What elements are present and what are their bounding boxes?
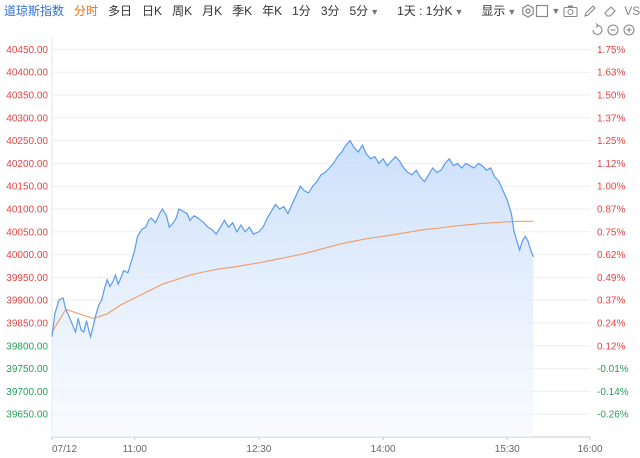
y-tick-label: 40400.00 xyxy=(6,68,48,79)
tab-yearly-k[interactable]: 年K xyxy=(262,4,283,18)
percent-tick-label: 1.75% xyxy=(597,45,625,56)
undo-arrow xyxy=(595,23,599,28)
square-icon[interactable] xyxy=(535,0,549,22)
undo-icon[interactable] xyxy=(592,23,603,36)
percent-tick-label: 0.24% xyxy=(597,319,625,330)
chevron-down-icon: ▼ xyxy=(507,6,517,17)
y-tick-label: 39750.00 xyxy=(6,364,48,375)
percent-tick-label: 1.50% xyxy=(597,91,625,102)
y-tick-label: 40350.00 xyxy=(6,91,48,102)
y-tick-label: 40150.00 xyxy=(6,182,48,193)
tab-intraday[interactable]: 分时 xyxy=(74,4,99,18)
percent-tick-label: 0.49% xyxy=(597,273,625,284)
tab-quarterly-k[interactable]: 季K xyxy=(232,4,253,18)
y-tick-label: 40000.00 xyxy=(6,250,48,261)
y-tick-label: 40050.00 xyxy=(6,227,48,238)
average-price-line xyxy=(51,220,534,333)
percent-tick-label: -0.14% xyxy=(597,387,629,398)
chevron-down-icon: ▼ xyxy=(370,6,380,17)
percent-tick-label: 0.37% xyxy=(597,296,625,307)
percent-tick-label: 0.87% xyxy=(597,205,625,216)
zoom-in-circle xyxy=(623,24,635,36)
percent-tick-label: 1.12% xyxy=(597,159,625,170)
x-tick-label: 07/12 xyxy=(52,444,77,455)
undo-arc xyxy=(592,24,603,36)
toolbar-right-group: VS xyxy=(560,0,640,22)
y-tick-label: 40450.00 xyxy=(6,45,48,56)
tab-weekly-k[interactable]: 周K xyxy=(172,4,193,18)
zoom-in-icon[interactable] xyxy=(623,24,635,36)
eraser-icon[interactable] xyxy=(600,0,620,22)
tab-daily-k[interactable]: 日K xyxy=(142,4,163,18)
percent-tick-label: 0.12% xyxy=(597,341,625,352)
index-title[interactable]: 道琼斯指数 xyxy=(4,4,65,18)
y-tick-label: 39650.00 xyxy=(6,410,48,421)
x-axis: 07/12 11:00 12:30 14:00 15:30 16:00 xyxy=(51,437,603,455)
price-area-fill xyxy=(52,140,534,437)
x-tick-label: 11:00 xyxy=(123,444,148,455)
x-tick-label: 16:00 xyxy=(577,444,602,455)
y-tick-label: 40100.00 xyxy=(6,205,48,216)
percent-tick-label: 0.75% xyxy=(597,227,625,238)
tab-1-min[interactable]: 1分 xyxy=(292,4,311,18)
camera-icon[interactable] xyxy=(560,0,580,22)
display-select-label: 显示 xyxy=(481,3,506,18)
tab-multi-day[interactable]: 多日 xyxy=(108,4,133,18)
percent-tick-label: 1.37% xyxy=(597,113,625,124)
chart-toolbar: 道琼斯指数 分时 多日 日K 周K 月K 季K 年K 1分 3分 5分 ▼ 1天 … xyxy=(0,0,640,22)
period-select[interactable]: 5分 ▼ xyxy=(345,0,385,23)
chevron-down-icon: ▼ xyxy=(454,6,464,17)
zoom-out-circle xyxy=(607,24,619,36)
period-select-label: 5分 xyxy=(349,3,369,18)
y-tick-label: 39800.00 xyxy=(6,341,48,352)
tab-3-min[interactable]: 3分 xyxy=(320,4,340,18)
compare-vs-button[interactable]: VS xyxy=(624,4,640,18)
y-axis-right-percent: 1.75% 1.63% 1.50% 1.37% 1.25% 1.12% 1.00% 0.87%… xyxy=(597,45,629,421)
percent-tick-label: 1.25% xyxy=(597,136,625,147)
price-line xyxy=(51,139,534,339)
y-axis-left: 40450.00 40400.00 40350.00 40300.00 40250.00… xyxy=(6,45,48,421)
zoom-controls xyxy=(592,23,635,36)
x-tick-label: 12:30 xyxy=(246,444,271,455)
chevron-down-icon[interactable]: ▼ xyxy=(551,6,561,16)
range-select-label: 1天 : 1分K xyxy=(397,3,453,18)
y-tick-label: 39700.00 xyxy=(6,387,48,398)
percent-tick-label: 1.63% xyxy=(597,68,625,79)
display-select[interactable]: 显示 ▼ xyxy=(476,0,521,23)
y-tick-label: 39850.00 xyxy=(6,319,48,330)
pencil-icon[interactable] xyxy=(580,0,600,22)
y-tick-label: 40300.00 xyxy=(6,113,48,124)
percent-tick-label: 0.62% xyxy=(597,250,625,261)
x-tick-label: 15:30 xyxy=(495,444,520,455)
y-tick-label: 40200.00 xyxy=(6,159,48,170)
range-select[interactable]: 1天 : 1分K ▼ xyxy=(392,0,468,23)
percent-tick-label: -0.01% xyxy=(597,364,629,375)
settings-icon[interactable] xyxy=(521,0,535,22)
x-tick-label: 14:00 xyxy=(371,444,396,455)
zoom-out-icon[interactable] xyxy=(607,24,619,36)
tab-monthly-k[interactable]: 月K xyxy=(202,4,223,18)
percent-tick-label: 1.00% xyxy=(597,182,625,193)
y-tick-label: 39900.00 xyxy=(6,296,48,307)
y-tick-label: 39950.00 xyxy=(6,273,48,284)
y-tick-label: 40250.00 xyxy=(6,136,48,147)
percent-tick-label: -0.26% xyxy=(597,410,629,421)
